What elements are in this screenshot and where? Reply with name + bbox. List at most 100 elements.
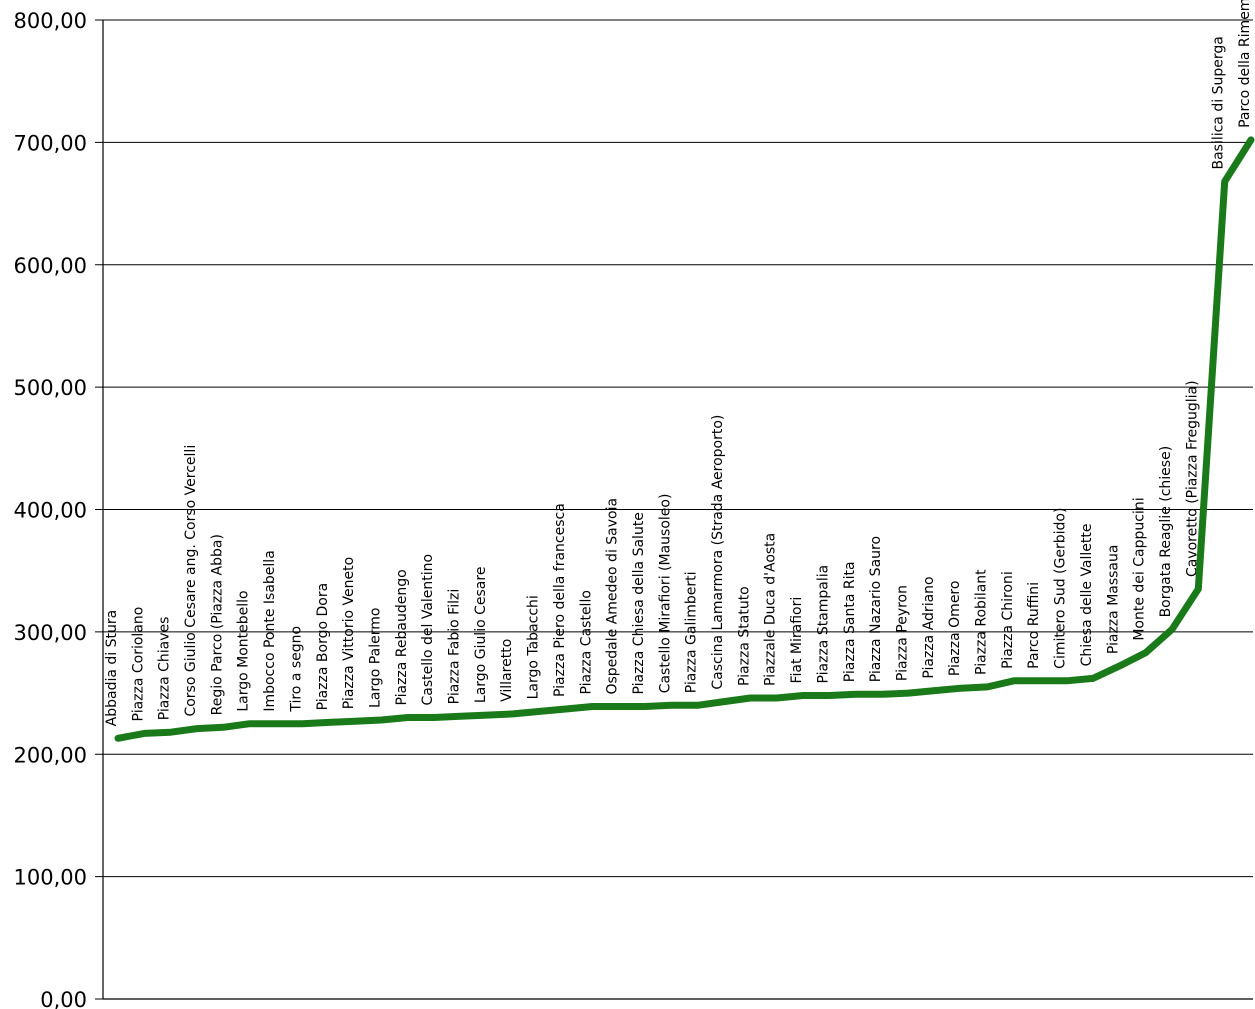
data-point (1011, 678, 1016, 683)
data-point (1090, 676, 1095, 681)
y-tick-label: 100,00 (14, 866, 87, 890)
y-tick-label: 800,00 (14, 9, 87, 33)
point-label: Cimitero Sud (Gerbido) (1053, 508, 1069, 669)
data-point (642, 704, 647, 709)
data-point (906, 691, 911, 696)
point-label: Largo Palermo (367, 608, 383, 708)
point-label: Piazza Coriolano (130, 607, 146, 722)
point-label: Piazza Massaua (1105, 545, 1121, 655)
data-point (353, 719, 358, 724)
point-label: Piazza Borgo Dora (315, 583, 331, 711)
y-tick-label: 200,00 (14, 743, 87, 767)
data-point (168, 730, 173, 735)
point-label: Largo Montebello (236, 590, 252, 711)
data-point (511, 711, 516, 716)
y-tick-label: 400,00 (14, 499, 87, 523)
data-point (274, 721, 279, 726)
point-label: Basilica di Superga (1211, 36, 1227, 169)
point-label: Piazza Rebaudengo (394, 569, 410, 705)
data-point (379, 717, 384, 722)
point-label: Fiat Mirafiori (789, 597, 805, 684)
point-label: Parco Ruffini (1026, 582, 1042, 669)
point-label: Piazza Peyron (894, 585, 910, 681)
y-tick-labels: 0,00 100,00 200,00 300,00 400,00 500,00 600,00… (14, 9, 87, 1009)
data-point (695, 703, 700, 708)
point-label: Piazza Chiesa della Salute (631, 512, 647, 694)
point-labels: Abbadia di Stura Piazza Coriolano Piazza C… (104, 0, 1253, 726)
y-tick-label: 600,00 (14, 254, 87, 278)
point-label: Imbocco Ponte Isabella (262, 550, 278, 711)
point-label: Ospedale Amedeo di Savoia (605, 498, 621, 695)
point-label: Piazza Robilant (974, 569, 990, 675)
data-point (722, 699, 727, 704)
point-label: Abbadia di Stura (104, 610, 120, 727)
point-label: Piazza Castello (578, 590, 594, 694)
point-label: Piazzale Duca d'Aosta (763, 533, 779, 686)
point-label: Corso Giulio Cesare ang. Corso Vercelli (183, 445, 199, 717)
series-line (114, 136, 1255, 742)
point-label: Piazza Santa Rita (842, 561, 858, 682)
point-label: Cavoretto (Piazza Freguglia) (1184, 380, 1200, 577)
point-label: Tiro a segno (288, 626, 304, 713)
point-label: Piazza Nazario Sauro (868, 536, 884, 682)
data-point (669, 703, 674, 708)
y-tick-label: 0,00 (40, 988, 87, 1009)
point-label: Piazza Galimberti (684, 571, 700, 693)
data-point (932, 688, 937, 693)
axes (102, 20, 1253, 1000)
data-point (880, 692, 885, 697)
point-label: Piazza Piero della francesca (552, 503, 568, 697)
data-point (326, 720, 331, 725)
data-point (1143, 650, 1148, 655)
point-label: Piazza Fabio Filzi (447, 589, 463, 705)
data-point (1222, 179, 1227, 184)
series-line-group (114, 136, 1255, 742)
data-point (590, 704, 595, 709)
data-point (1196, 587, 1201, 592)
point-label: Parco della Rimembranza (1237, 0, 1253, 128)
data-point (458, 714, 463, 719)
data-point (537, 709, 542, 714)
y-tick-label: 300,00 (14, 621, 87, 645)
data-point (1117, 664, 1122, 669)
data-point (195, 726, 200, 731)
point-label: Piazza Chiaves (157, 617, 173, 721)
data-point (748, 695, 753, 700)
point-label: Monte dei Cappucini (1132, 497, 1148, 640)
point-label: Largo Giulio Cesare (473, 567, 489, 704)
data-point (853, 692, 858, 697)
point-label: Largo Tabacchi (526, 595, 542, 699)
data-point (142, 731, 147, 736)
point-label: Piazza Vittorio Veneto (341, 557, 357, 709)
y-tick-label: 500,00 (14, 376, 87, 400)
data-point (563, 706, 568, 711)
point-label: Cascina Lamarmora (Strada Aeroporto) (710, 415, 726, 690)
point-label: Chiesa delle Vallette (1079, 524, 1095, 667)
data-point (300, 721, 305, 726)
point-label: Regio Parco (Piazza Abba) (209, 534, 225, 715)
point-label: Borgata Reaglie (chiese) (1158, 446, 1174, 618)
data-point (959, 686, 964, 691)
data-point (484, 713, 489, 718)
point-label: Piazza Statuto (736, 586, 752, 686)
point-label: Piazza Omero (947, 581, 963, 677)
point-label: Villaretto (499, 639, 515, 702)
data-point (247, 721, 252, 726)
data-point (1249, 137, 1253, 142)
y-tick-label: 700,00 (14, 131, 87, 155)
data-point (116, 736, 120, 741)
data-point (432, 715, 437, 720)
data-point (1038, 678, 1043, 683)
data-point (801, 693, 806, 698)
data-point (1169, 627, 1174, 632)
point-label: Piazza Adriano (921, 576, 937, 678)
data-point (405, 715, 410, 720)
point-label: Castello Mirafiori (Mausoleo) (657, 494, 673, 694)
point-label: Piazza Chironi (1000, 571, 1016, 669)
gridlines (95, 19, 1253, 1000)
point-label: Castello del Valentino (420, 554, 436, 706)
data-point (616, 704, 621, 709)
data-point (985, 684, 990, 689)
point-label: Piazza Stampalia (815, 565, 831, 684)
